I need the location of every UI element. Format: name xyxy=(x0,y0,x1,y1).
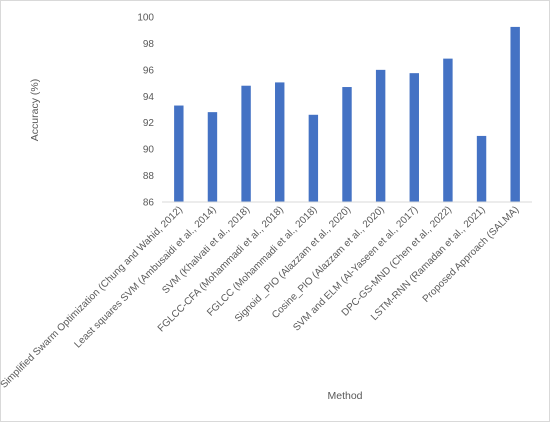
y-axis-ticks: 86 88 90 92 94 96 98 100 xyxy=(137,13,154,209)
bar xyxy=(207,112,218,202)
y-tick-label: 100 xyxy=(137,13,154,24)
x-tick-label: Least squares SVM (Ambusaidi et al., 201… xyxy=(72,204,218,350)
bar xyxy=(241,85,251,202)
x-tick-label: FGLCC-CFA (Mohammadi et al., 2018) xyxy=(156,204,286,334)
bar xyxy=(308,114,319,202)
y-tick-label: 88 xyxy=(143,171,155,182)
y-tick-label: 96 xyxy=(143,65,155,76)
bar xyxy=(275,82,285,202)
x-tick-label: SVM and ELM (Al-Yaseen et al., 2017) xyxy=(291,204,420,333)
bar xyxy=(443,58,453,202)
y-tick-label: 98 xyxy=(143,39,155,50)
bar xyxy=(510,26,520,202)
x-tick-label: Simplified Swarm Optimization (Chung and… xyxy=(0,204,185,390)
bar xyxy=(342,87,352,202)
y-tick-label: 90 xyxy=(143,145,155,156)
y-tick-label: 86 xyxy=(143,198,155,209)
y-axis-title: Accuracy (%) xyxy=(29,79,41,141)
bar xyxy=(375,69,386,202)
bar xyxy=(409,73,419,203)
bars xyxy=(174,26,520,203)
y-tick-label: 94 xyxy=(143,92,155,103)
bar xyxy=(476,135,487,202)
x-axis-tick-labels: Simplified Swarm Optimization (Chung and… xyxy=(0,204,521,390)
x-axis-title: Method xyxy=(327,390,362,402)
bar xyxy=(174,105,184,202)
y-tick-label: 92 xyxy=(143,118,155,129)
